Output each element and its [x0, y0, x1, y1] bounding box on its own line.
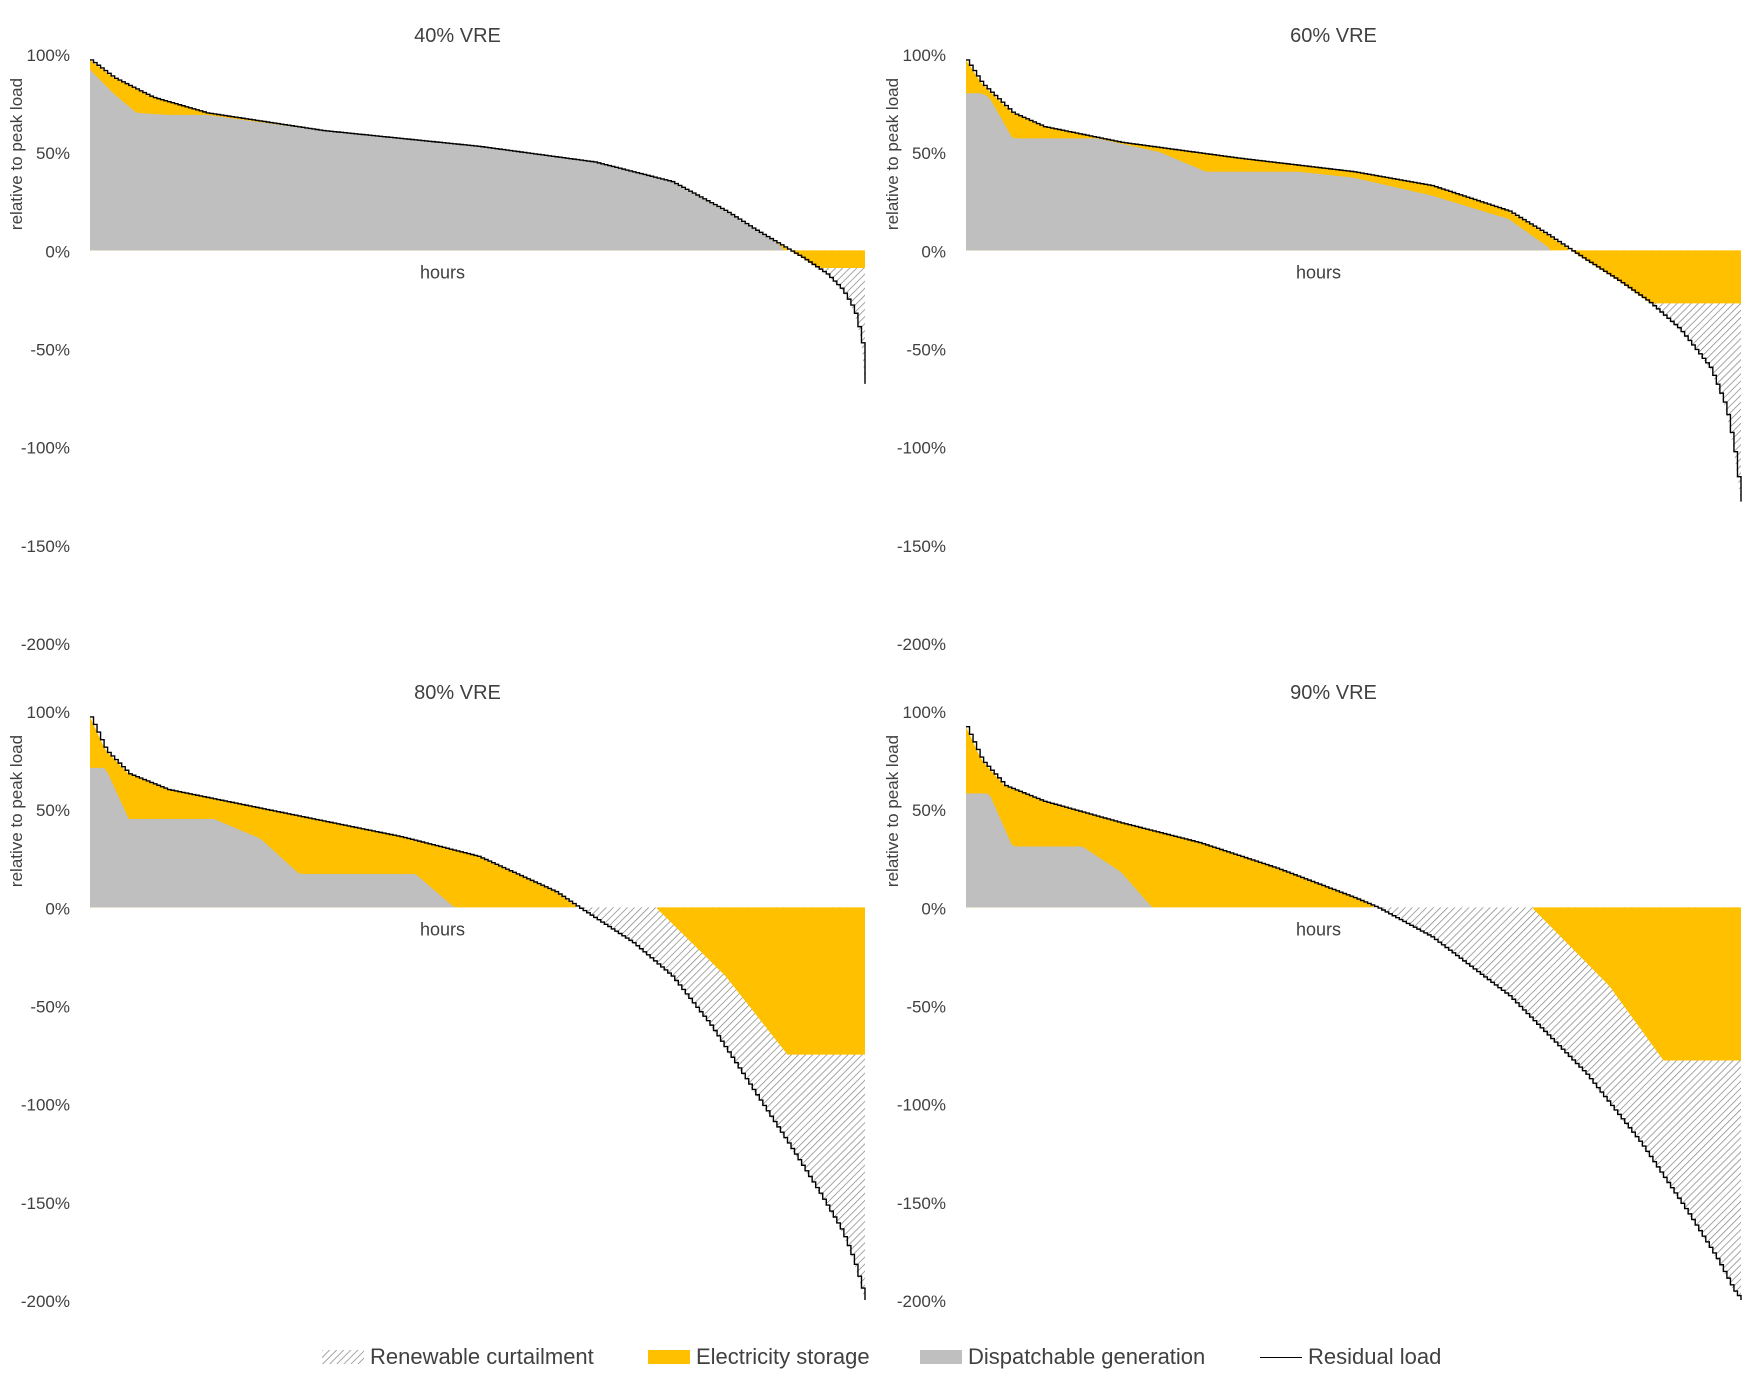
y-tick-label: 0% [45, 899, 70, 918]
curtailment-area [791, 250, 865, 384]
y-tick-label: -100% [21, 439, 70, 458]
dispatchable-area [90, 69, 865, 251]
y-axis-label: relative to peak load [7, 735, 26, 887]
y-tick-label: 50% [912, 144, 946, 163]
y-tick-label: 50% [912, 801, 946, 820]
dispatchable-area [966, 93, 1741, 251]
dispatchable-area [966, 793, 1741, 908]
y-tick-label: 100% [27, 703, 70, 722]
chart-panel-3: 80% VRE 100% 50% 0% -50% -100% -150% -200% hours… [7, 682, 866, 1311]
legend-label-dispatchable: Dispatchable generation [968, 1344, 1206, 1369]
x-axis-label: hours [420, 262, 465, 282]
legend-item-residual: Residual load [1260, 1344, 1441, 1370]
y-tick-label: 0% [921, 899, 946, 918]
storage-area-negative [791, 250, 865, 269]
legend-swatch-curtailment [322, 1350, 364, 1364]
y-axis-label: relative to peak load [883, 735, 902, 887]
chart-panel-4: 90% VRE 100% 50% 0% -50% -100% -150% -200% hours… [883, 682, 1742, 1311]
y-axis-label: relative to peak load [7, 78, 26, 230]
y-tick-label: 50% [36, 801, 70, 820]
y-tick-label: -50% [906, 341, 946, 360]
y-tick-label: -150% [897, 1194, 946, 1213]
residual-load-line [90, 716, 866, 1300]
legend-swatch-residual [1260, 1356, 1302, 1358]
residual-load-line [966, 59, 1742, 502]
legend-swatch-storage [648, 1350, 690, 1364]
chart-panel-2: 60% VRE 100% 50% 0% -50% -100% -150% -200% hours… [883, 25, 1742, 654]
legend-item-dispatchable: Dispatchable generation [920, 1344, 1205, 1370]
storage-area-negative [1533, 907, 1741, 1061]
dispatchable-area [90, 767, 865, 908]
legend-item-storage: Electricity storage [648, 1344, 870, 1370]
chart-title: 90% VRE [1290, 682, 1377, 704]
y-tick-label: 100% [903, 46, 946, 65]
y-tick-label: -100% [897, 1096, 946, 1115]
y-tick-label: -200% [21, 1292, 70, 1311]
chart-title: 60% VRE [1290, 25, 1377, 47]
y-tick-label: -150% [21, 537, 70, 556]
x-axis-label: hours [1296, 262, 1341, 282]
y-axis-label: relative to peak load [883, 78, 902, 230]
legend-item-curtailment: Renewable curtailment [322, 1344, 594, 1370]
y-tick-label: -100% [897, 439, 946, 458]
chart-title: 80% VRE [414, 682, 501, 704]
y-tick-label: -150% [21, 1194, 70, 1213]
chart-panel-1: 40% VRE 100% 50% 0% -50% -100% -150% -200% hours… [7, 25, 866, 654]
legend-swatch-dispatchable [920, 1350, 962, 1364]
curtailment-area [1571, 250, 1741, 502]
y-tick-label: -50% [906, 998, 946, 1017]
y-tick-label: -150% [897, 537, 946, 556]
y-tick-label: -50% [30, 998, 70, 1017]
y-tick-label: -200% [21, 635, 70, 654]
y-tick-label: 0% [45, 242, 70, 261]
y-tick-label: -100% [21, 1096, 70, 1115]
storage-area-negative [1571, 250, 1741, 304]
y-tick-label: 50% [36, 144, 70, 163]
y-tick-label: -200% [897, 1292, 946, 1311]
legend: Renewable curtailment Electricity storag… [0, 1344, 1752, 1384]
y-tick-label: -50% [30, 341, 70, 360]
legend-label-residual: Residual load [1308, 1344, 1442, 1369]
x-axis-label: hours [420, 919, 465, 939]
y-tick-label: 100% [27, 46, 70, 65]
y-tick-label: -200% [897, 635, 946, 654]
y-tick-label: 0% [921, 242, 946, 261]
residual-load-line [966, 726, 1742, 1300]
chart-title: 40% VRE [414, 25, 501, 47]
legend-label-curtailment: Renewable curtailment [370, 1344, 594, 1369]
x-axis-label: hours [1296, 919, 1341, 939]
legend-label-storage: Electricity storage [696, 1344, 870, 1369]
y-tick-label: 100% [903, 703, 946, 722]
residual-load-line [90, 59, 866, 384]
storage-area-negative [657, 907, 865, 1055]
